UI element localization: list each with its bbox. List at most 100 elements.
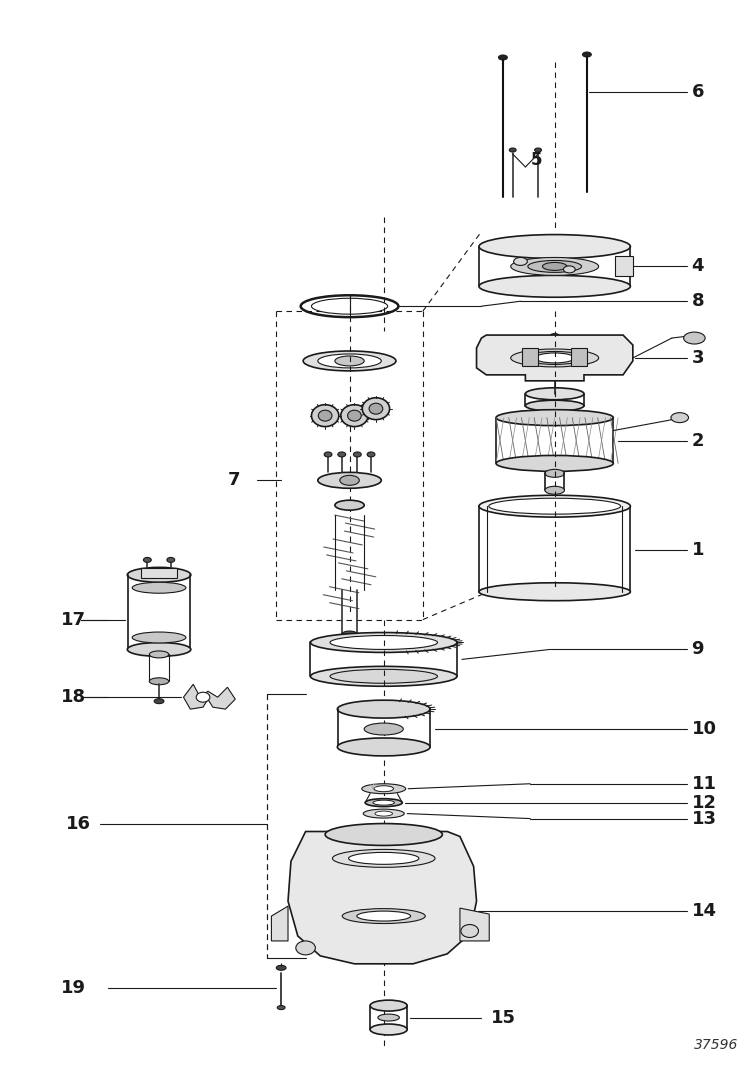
Ellipse shape: [362, 397, 389, 419]
Ellipse shape: [326, 823, 442, 846]
Ellipse shape: [365, 798, 402, 807]
Ellipse shape: [545, 469, 565, 478]
Ellipse shape: [369, 403, 382, 414]
Ellipse shape: [378, 1014, 399, 1021]
Ellipse shape: [514, 258, 527, 265]
Ellipse shape: [149, 651, 169, 657]
Ellipse shape: [528, 260, 581, 273]
Ellipse shape: [370, 1025, 407, 1035]
Bar: [142, 567, 177, 578]
Ellipse shape: [479, 235, 631, 259]
Ellipse shape: [318, 354, 381, 368]
Ellipse shape: [324, 452, 332, 457]
Ellipse shape: [167, 558, 175, 562]
Ellipse shape: [523, 352, 586, 364]
Ellipse shape: [479, 495, 631, 517]
Ellipse shape: [536, 353, 574, 363]
Ellipse shape: [375, 811, 392, 817]
Ellipse shape: [330, 636, 437, 650]
Ellipse shape: [671, 413, 688, 422]
Text: 1: 1: [692, 540, 704, 559]
Ellipse shape: [296, 941, 315, 955]
Text: w: w: [369, 781, 377, 791]
Ellipse shape: [479, 275, 631, 297]
Ellipse shape: [362, 784, 406, 794]
Text: 9: 9: [692, 640, 704, 658]
Ellipse shape: [143, 558, 152, 562]
Polygon shape: [615, 257, 633, 276]
Ellipse shape: [353, 452, 362, 457]
Ellipse shape: [318, 410, 332, 421]
Ellipse shape: [489, 498, 620, 514]
Ellipse shape: [332, 849, 435, 867]
Ellipse shape: [496, 456, 614, 471]
Ellipse shape: [347, 410, 362, 421]
Ellipse shape: [132, 632, 186, 643]
Ellipse shape: [132, 583, 186, 593]
Ellipse shape: [310, 632, 457, 652]
Polygon shape: [272, 906, 288, 941]
Ellipse shape: [461, 925, 478, 938]
Text: 18: 18: [62, 688, 86, 706]
Text: 7: 7: [227, 471, 240, 490]
Ellipse shape: [349, 852, 419, 864]
Ellipse shape: [526, 401, 584, 412]
Text: 14: 14: [692, 902, 716, 921]
Ellipse shape: [128, 642, 190, 656]
Ellipse shape: [149, 678, 169, 684]
Ellipse shape: [499, 55, 507, 60]
Ellipse shape: [154, 699, 164, 704]
Ellipse shape: [374, 786, 394, 792]
Ellipse shape: [342, 631, 357, 638]
Ellipse shape: [496, 409, 614, 426]
Ellipse shape: [563, 266, 575, 273]
Text: 19: 19: [62, 979, 86, 996]
Ellipse shape: [338, 452, 346, 457]
Ellipse shape: [509, 148, 516, 152]
Ellipse shape: [128, 567, 190, 583]
Text: 6: 6: [692, 83, 704, 102]
Ellipse shape: [545, 486, 565, 494]
Ellipse shape: [338, 738, 430, 756]
Ellipse shape: [330, 669, 437, 683]
Text: 16: 16: [66, 814, 92, 833]
Ellipse shape: [511, 258, 598, 275]
Ellipse shape: [276, 965, 286, 970]
Text: 37596: 37596: [694, 1039, 739, 1053]
Ellipse shape: [340, 475, 359, 485]
Ellipse shape: [196, 692, 210, 702]
Ellipse shape: [550, 334, 560, 339]
Polygon shape: [476, 335, 633, 381]
Polygon shape: [460, 909, 489, 941]
Ellipse shape: [310, 666, 457, 687]
Ellipse shape: [340, 405, 368, 427]
Ellipse shape: [278, 1006, 285, 1009]
Text: 8: 8: [692, 292, 704, 310]
Polygon shape: [184, 684, 236, 709]
Ellipse shape: [303, 351, 396, 370]
Text: 11: 11: [692, 774, 716, 793]
Ellipse shape: [368, 452, 375, 457]
Ellipse shape: [318, 472, 381, 488]
Text: 15: 15: [491, 1008, 516, 1027]
Ellipse shape: [311, 405, 339, 427]
Ellipse shape: [583, 52, 591, 57]
Text: 4: 4: [692, 258, 704, 275]
Text: 3: 3: [692, 349, 704, 367]
Ellipse shape: [364, 723, 404, 735]
Bar: [572, 348, 587, 366]
Ellipse shape: [373, 800, 394, 805]
Text: 10: 10: [692, 720, 716, 738]
Ellipse shape: [357, 911, 410, 921]
Ellipse shape: [311, 298, 388, 314]
Ellipse shape: [542, 262, 567, 271]
Ellipse shape: [335, 356, 364, 366]
Ellipse shape: [479, 583, 631, 601]
Polygon shape: [288, 832, 476, 964]
Bar: [523, 348, 538, 366]
Text: 13: 13: [692, 810, 716, 827]
Ellipse shape: [363, 809, 404, 818]
Ellipse shape: [684, 332, 705, 344]
Ellipse shape: [511, 349, 598, 367]
Text: 17: 17: [62, 611, 86, 628]
